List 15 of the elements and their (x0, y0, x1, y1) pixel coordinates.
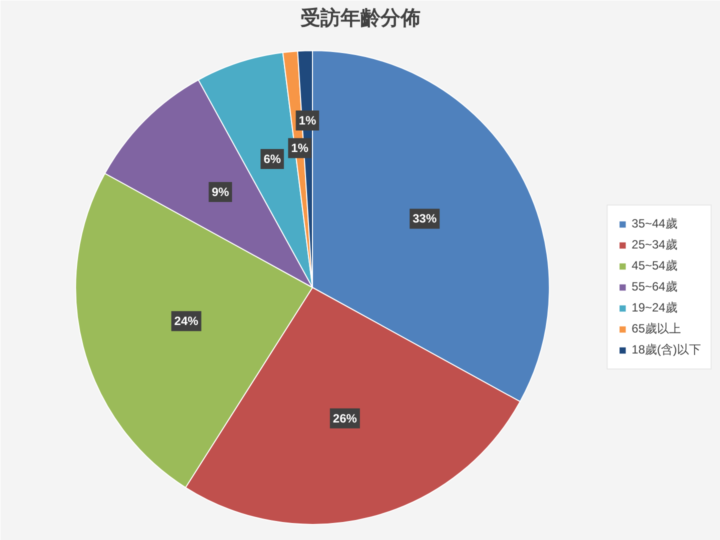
chart-title: 受訪年齡分佈 (300, 6, 420, 30)
legend-label: 45~54歲 (632, 258, 678, 274)
data-label: 1% (298, 114, 316, 128)
data-label: 6% (264, 152, 282, 166)
data-label: 26% (332, 411, 358, 426)
legend-label: 65歲以上 (632, 320, 682, 338)
data-label: 24% (174, 314, 199, 328)
legend-label: 18歲(含)以下 (632, 342, 701, 358)
data-label: 33% (412, 212, 437, 226)
legend-label: 19~24歲 (632, 300, 678, 316)
legend-label: 35~44歲 (632, 216, 678, 232)
legend-label: 55~64歲 (632, 278, 678, 296)
data-label: 9% (212, 184, 230, 199)
data-label: 1% (291, 141, 309, 156)
legend-label: 25~34歲 (632, 236, 678, 254)
